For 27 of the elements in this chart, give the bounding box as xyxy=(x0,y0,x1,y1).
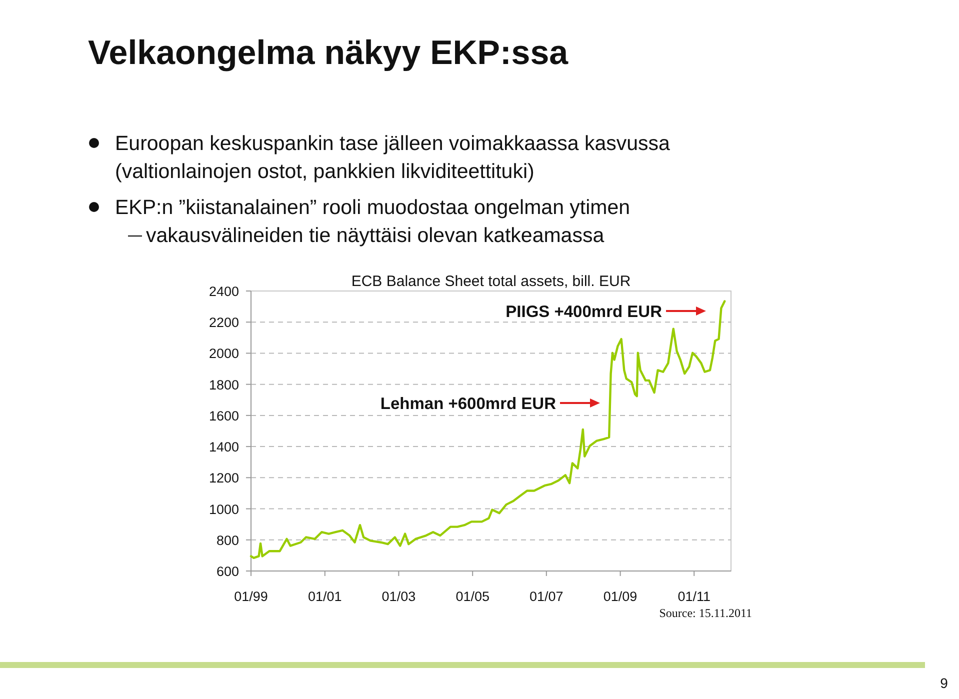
annotation: PIIGS +400mrd EUR xyxy=(506,303,662,321)
x-tick-label: 01/05 xyxy=(456,589,490,604)
y-tick-label: 1600 xyxy=(208,408,239,424)
x-tick-label: 01/03 xyxy=(382,589,416,604)
y-tick-label: 600 xyxy=(216,564,239,579)
annotation: Lehman +600mrd EUR xyxy=(380,395,556,413)
source-note: Source: 15.11.2011 xyxy=(659,606,752,620)
text: 9 xyxy=(940,675,948,691)
text: EKP:n ”kiistanalainen” rooli muodostaa ongelman ytimen xyxy=(115,196,630,219)
y-tick-label: 1000 xyxy=(208,502,239,517)
chart-subtitle: ECB Balance Sheet total assets, bill. EUR xyxy=(351,273,631,290)
y-tick-label: 1400 xyxy=(208,440,239,455)
x-tick-label: 01/99 xyxy=(234,589,268,604)
y-tick-label: 2400 xyxy=(208,284,239,299)
text: vakausvälineiden tie näyttäisi olevan katkeamassa xyxy=(146,224,605,247)
y-tick-label: 2000 xyxy=(208,346,239,362)
chart-title: Velkaongelma näkyy EKP:ssa xyxy=(88,34,570,72)
y-tick-label: 1800 xyxy=(208,377,239,392)
y-tick-label: 800 xyxy=(216,532,239,548)
text: Euroopan keskuspankin tase jälleen voimakkaassa kasvussa (valtionlainojen ostot, pankkien likviditeettituki) xyxy=(115,132,671,183)
y-tick-label: 2200 xyxy=(208,315,239,330)
y-tick-label: 1200 xyxy=(208,470,239,486)
x-tick-label: 01/07 xyxy=(530,589,564,604)
x-tick-label: 01/11 xyxy=(678,589,710,604)
line-series xyxy=(250,300,726,560)
x-tick-label: 01/01 xyxy=(308,589,342,604)
x-tick-label: 01/09 xyxy=(603,589,638,604)
